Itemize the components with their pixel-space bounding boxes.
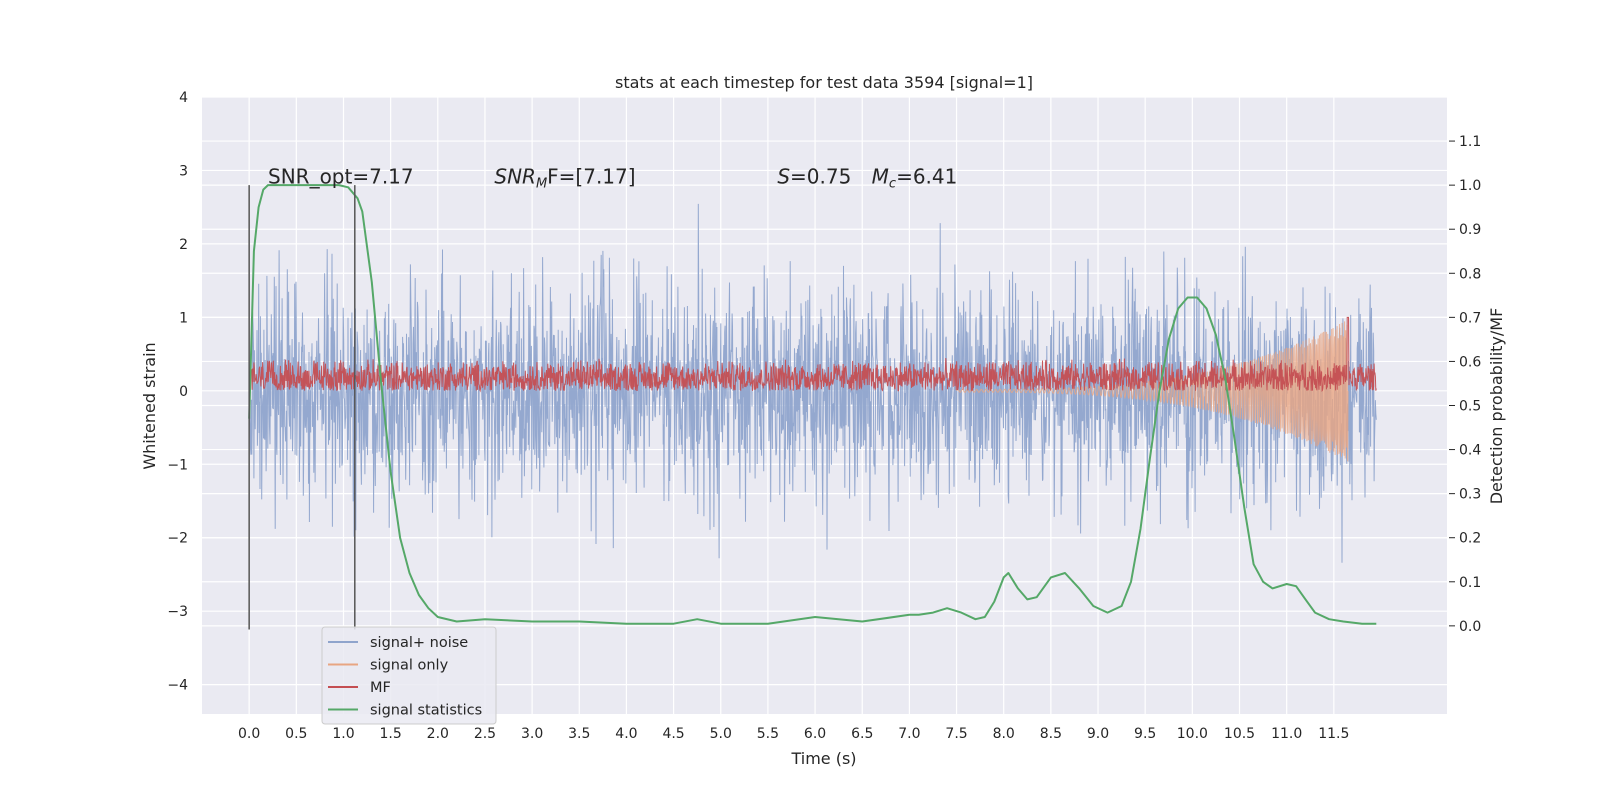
annotation-snr-opt: SNR_opt=7.17 [268, 164, 414, 188]
x-tick-label: 5.0 [710, 726, 732, 742]
y2-tick-label: 0.3 [1459, 487, 1481, 503]
x-tick-label: 2.0 [427, 726, 449, 742]
y2-tick-label: 0.2 [1459, 531, 1481, 547]
x-tick-label: 0.5 [285, 726, 307, 742]
legend-label: signal only [370, 658, 449, 674]
y-tick-label: −4 [167, 678, 188, 694]
vline-layer [248, 185, 356, 630]
y2-tick-label: 0.6 [1459, 354, 1481, 370]
y2-tick-label: 0.4 [1459, 443, 1481, 459]
legend-frame [321, 626, 497, 725]
x-tick-label: 7.0 [898, 726, 920, 742]
y2-tick-label: 0.0 [1459, 619, 1481, 635]
legend: signal+ noise signal only MF signal statist… [321, 626, 497, 725]
annotation-layer: SNR_opt=7.17 SNRMF=[7.17] S=0.75 Mc=6.41 [268, 164, 957, 191]
y-tick-label: 4 [179, 90, 188, 106]
series-layer [248, 184, 1377, 625]
x-tick-label: 4.0 [615, 726, 637, 742]
series-signal-noise-line [248, 203, 1377, 563]
x-tick-label: 0.0 [238, 726, 260, 742]
annotation-s-val: S=0.75 [777, 164, 851, 188]
x-tick-label: 8.5 [1040, 726, 1062, 742]
y2-tick-label: 0.5 [1459, 399, 1481, 415]
y2-tick-label: 0.1 [1459, 575, 1481, 591]
y-tick-label: −3 [167, 604, 188, 620]
y-tick-label: −1 [167, 457, 188, 473]
y2-tick-label: 0.9 [1459, 222, 1481, 238]
y2-tick-label: 1.0 [1459, 178, 1481, 194]
legend-label: signal statistics [370, 703, 482, 719]
legend-label: signal+ noise [370, 635, 468, 651]
series-mf-line [248, 316, 1377, 393]
x-tick-label: 9.5 [1134, 726, 1156, 742]
x-tick-label: 11.5 [1318, 726, 1349, 742]
x-axis-label: Time (s) [790, 749, 856, 768]
y2-tick-label: 0.8 [1459, 266, 1481, 282]
y-tick-label: 3 [179, 163, 188, 179]
y2-tick-label: 1.1 [1459, 134, 1481, 150]
y2-axis-label: Detection probability/MF [1487, 308, 1506, 505]
x-tick-label: 9.0 [1087, 726, 1109, 742]
tick-layer: 0.0 0.5 1.0 1.5 2.0 2.5 3.0 3.5 4.0 4.5 5.0 5.5 6.0 6… [167, 90, 1481, 742]
y-tick-label: −2 [167, 531, 188, 547]
annotation-snr-mf: SNRMF=[7.17] [494, 164, 635, 191]
x-tick-label: 1.0 [332, 726, 354, 742]
x-tick-label: 6.0 [804, 726, 826, 742]
y2-tick-label: 0.7 [1459, 310, 1481, 326]
annotation-mc-val: Mc=6.41 [872, 164, 958, 191]
x-tick-label: 8.0 [993, 726, 1015, 742]
y-axis-label: Whitened strain [140, 342, 159, 469]
x-tick-label: 3.5 [568, 726, 590, 742]
x-tick-label: 3.0 [521, 726, 543, 742]
chart-title: stats at each timestep for test data 359… [615, 73, 1033, 92]
x-tick-label: 6.5 [851, 726, 873, 742]
series-signal-statistics-line [248, 184, 1377, 625]
x-tick-label: 1.5 [380, 726, 402, 742]
x-tick-label: 11.0 [1271, 726, 1302, 742]
x-tick-label: 10.0 [1177, 726, 1208, 742]
x-tick-label: 4.5 [662, 726, 684, 742]
y-tick-label: 2 [179, 237, 188, 253]
y-tick-label: 0 [179, 384, 188, 400]
x-tick-label: 5.5 [757, 726, 779, 742]
legend-label: MF [370, 680, 391, 696]
grid-layer [202, 96, 1447, 714]
x-tick-label: 7.5 [945, 726, 967, 742]
x-tick-label: 10.5 [1224, 726, 1255, 742]
x-tick-label: 2.5 [474, 726, 496, 742]
y-tick-label: 1 [179, 310, 188, 326]
